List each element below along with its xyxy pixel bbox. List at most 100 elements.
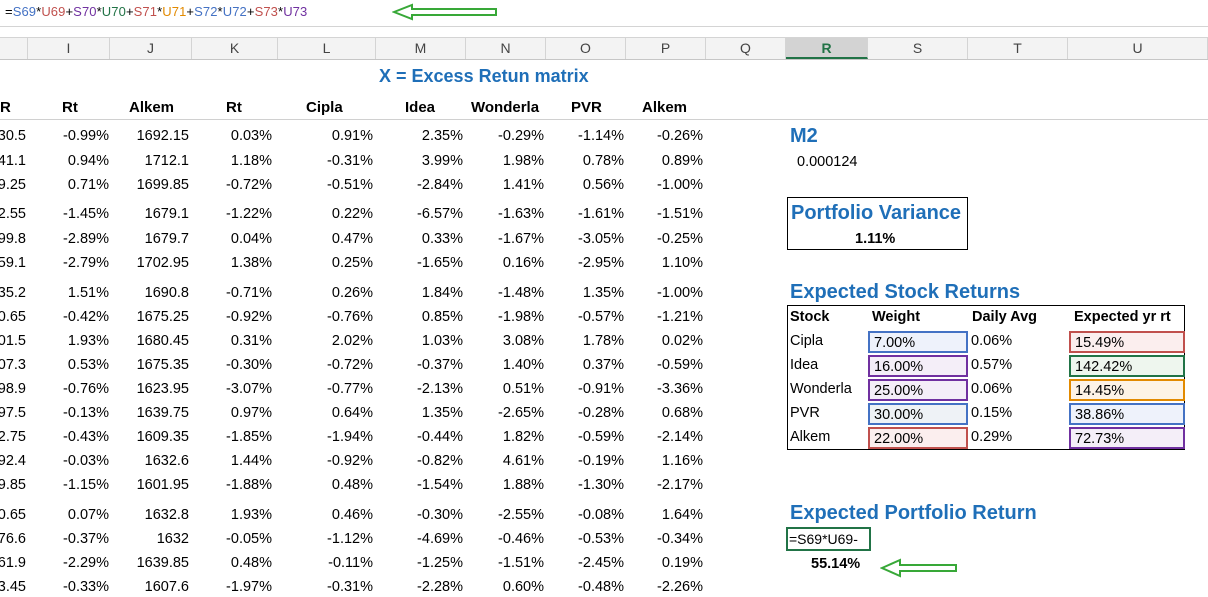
matrix-cell[interactable]: -1.30% <box>578 477 624 493</box>
matrix-cell[interactable]: 41.1 <box>0 153 26 169</box>
matrix-cell[interactable]: 1.93% <box>67 333 109 349</box>
matrix-cell[interactable]: 0.68% <box>661 405 703 421</box>
matrix-cell[interactable]: 0.04% <box>230 231 272 247</box>
stock-daily-avg[interactable]: 0.06% <box>971 381 1013 397</box>
matrix-cell[interactable]: -1.65% <box>417 255 463 271</box>
matrix-cell[interactable]: -0.30% <box>417 507 463 523</box>
matrix-cell[interactable]: 1607.6 <box>144 579 189 595</box>
matrix-cell[interactable]: -0.92% <box>327 453 373 469</box>
matrix-cell[interactable]: -0.13% <box>63 405 109 421</box>
matrix-cell[interactable]: 2.55 <box>0 206 26 222</box>
matrix-cell[interactable]: 1.78% <box>582 333 624 349</box>
matrix-cell[interactable]: 0.65 <box>0 309 26 325</box>
matrix-cell[interactable]: 0.03% <box>230 128 272 144</box>
matrix-cell[interactable]: 99.8 <box>0 231 26 247</box>
matrix-cell[interactable]: -0.03% <box>63 453 109 469</box>
matrix-cell[interactable]: 0.26% <box>331 285 373 301</box>
matrix-cell[interactable]: 07.3 <box>0 357 26 373</box>
matrix-cell[interactable]: -2.84% <box>417 177 463 193</box>
matrix-cell[interactable]: 1.88% <box>502 477 544 493</box>
matrix-cell[interactable]: 1679.1 <box>144 206 189 222</box>
stock-weight[interactable]: 7.00% <box>868 331 968 353</box>
matrix-cell[interactable]: -0.91% <box>578 381 624 397</box>
matrix-cell[interactable]: -2.14% <box>657 429 703 445</box>
column-header-r[interactable]: R <box>786 38 868 59</box>
matrix-cell[interactable]: -3.05% <box>578 231 624 247</box>
matrix-cell[interactable]: 0.64% <box>331 405 373 421</box>
column-header-t[interactable]: T <box>968 38 1068 59</box>
column-header-o[interactable]: O <box>546 38 626 59</box>
portfolio-variance-value[interactable]: 1.11% <box>855 231 896 247</box>
column-header-m[interactable]: M <box>376 38 466 59</box>
matrix-cell[interactable]: -2.26% <box>657 579 703 595</box>
matrix-cell[interactable]: -0.71% <box>226 285 272 301</box>
matrix-cell[interactable]: -0.72% <box>226 177 272 193</box>
matrix-cell[interactable]: -0.34% <box>657 531 703 547</box>
matrix-cell[interactable]: -0.57% <box>578 309 624 325</box>
matrix-cell[interactable]: -1.85% <box>226 429 272 445</box>
matrix-cell[interactable]: 0.48% <box>331 477 373 493</box>
stock-daily-avg[interactable]: 0.57% <box>971 357 1013 373</box>
matrix-cell[interactable]: 0.46% <box>331 507 373 523</box>
matrix-cell[interactable]: -3.07% <box>226 381 272 397</box>
column-header-q[interactable]: Q <box>706 38 786 59</box>
matrix-cell[interactable]: 0.51% <box>502 381 544 397</box>
matrix-cell[interactable]: 0.22% <box>331 206 373 222</box>
matrix-cell[interactable]: 2.75 <box>0 429 26 445</box>
matrix-cell[interactable]: -0.28% <box>578 405 624 421</box>
matrix-cell[interactable]: -1.12% <box>327 531 373 547</box>
matrix-cell[interactable]: 0.85% <box>421 309 463 325</box>
matrix-cell[interactable]: 1.82% <box>502 429 544 445</box>
matrix-cell[interactable]: -1.00% <box>657 177 703 193</box>
matrix-cell[interactable]: 0.89% <box>661 153 703 169</box>
matrix-cell[interactable]: -0.30% <box>226 357 272 373</box>
matrix-cell[interactable]: -1.97% <box>226 579 272 595</box>
matrix-cell[interactable]: 1.18% <box>230 153 272 169</box>
matrix-cell[interactable]: 0.94% <box>67 153 109 169</box>
matrix-cell[interactable]: 1699.85 <box>136 177 189 193</box>
matrix-cell[interactable]: 4.61% <box>502 453 544 469</box>
column-header-s[interactable]: S <box>868 38 968 59</box>
matrix-cell[interactable]: -0.43% <box>63 429 109 445</box>
matrix-cell[interactable]: -0.92% <box>226 309 272 325</box>
matrix-cell[interactable]: 2.35% <box>421 128 463 144</box>
matrix-cell[interactable]: -1.51% <box>657 206 703 222</box>
matrix-cell[interactable]: 0.37% <box>582 357 624 373</box>
matrix-cell[interactable]: 1675.25 <box>136 309 189 325</box>
matrix-cell[interactable]: 1.38% <box>230 255 272 271</box>
matrix-cell[interactable]: 0.53% <box>67 357 109 373</box>
matrix-cell[interactable]: -0.33% <box>63 579 109 595</box>
stock-expected-return[interactable]: 14.45% <box>1069 379 1185 401</box>
matrix-cell[interactable]: -0.19% <box>578 453 624 469</box>
matrix-cell[interactable]: -1.61% <box>578 206 624 222</box>
matrix-cell[interactable]: -2.95% <box>578 255 624 271</box>
stock-expected-return[interactable]: 15.49% <box>1069 331 1185 353</box>
matrix-cell[interactable]: -0.53% <box>578 531 624 547</box>
matrix-cell[interactable]: 0.33% <box>421 231 463 247</box>
stock-weight[interactable]: 16.00% <box>868 355 968 377</box>
stock-daily-avg[interactable]: 0.29% <box>971 429 1013 445</box>
matrix-cell[interactable]: 61.9 <box>0 555 26 571</box>
matrix-cell[interactable]: -2.13% <box>417 381 463 397</box>
matrix-cell[interactable]: 0.71% <box>67 177 109 193</box>
matrix-cell[interactable]: 1.93% <box>230 507 272 523</box>
matrix-cell[interactable]: -1.25% <box>417 555 463 571</box>
matrix-cell[interactable]: -4.69% <box>417 531 463 547</box>
matrix-cell[interactable]: -0.76% <box>63 381 109 397</box>
matrix-cell[interactable]: -2.55% <box>498 507 544 523</box>
matrix-cell[interactable]: 1632 <box>156 531 189 547</box>
matrix-cell[interactable]: -0.59% <box>657 357 703 373</box>
matrix-cell[interactable]: 0.16% <box>502 255 544 271</box>
matrix-cell[interactable]: 3.45 <box>0 579 26 595</box>
column-header-u[interactable]: U <box>1068 38 1208 59</box>
matrix-cell[interactable]: -1.22% <box>226 206 272 222</box>
column-header-stub[interactable] <box>0 38 28 59</box>
stock-expected-return[interactable]: 38.86% <box>1069 403 1185 425</box>
matrix-cell[interactable]: 1.44% <box>230 453 272 469</box>
matrix-cell[interactable]: 0.60% <box>502 579 544 595</box>
matrix-cell[interactable]: -2.89% <box>63 231 109 247</box>
stock-expected-return[interactable]: 142.42% <box>1069 355 1185 377</box>
matrix-cell[interactable]: -2.79% <box>63 255 109 271</box>
matrix-cell[interactable]: 1632.8 <box>144 507 189 523</box>
matrix-cell[interactable]: 1609.35 <box>136 429 189 445</box>
